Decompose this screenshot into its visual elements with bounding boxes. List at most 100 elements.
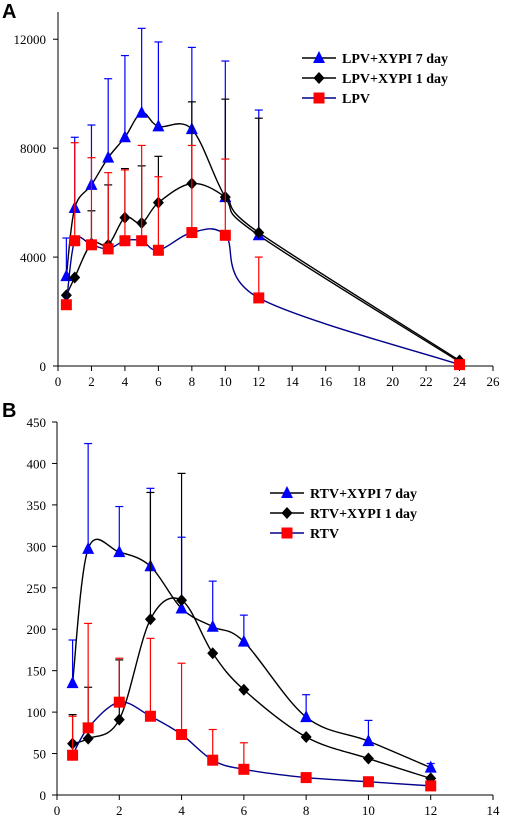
panel-a-x-tick-label: 8: [189, 374, 196, 389]
panel-b-series-3: [67, 622, 437, 792]
panel-b-x-tick-label: 0: [54, 803, 61, 818]
panel-a-legend-marker: [313, 92, 325, 104]
panel-b-data-point: [113, 713, 125, 726]
panel-b: B 0 50 100 150 200 250 300 350 400 450 0 2 4 6 8 10 12 14…: [2, 400, 500, 818]
panel-a-legend-label: LPV+XYPI 1 day: [342, 72, 448, 87]
panel-b-y-tick-label: 300: [27, 539, 47, 554]
panel-a-data-point: [219, 229, 231, 241]
panel-a-x-tick-label: 2: [88, 374, 95, 389]
panel-b-x-tick-label: 2: [116, 803, 123, 818]
panel-b-y-tick-label: 0: [40, 788, 47, 803]
panel-b-data-point: [113, 545, 126, 558]
panel-a-x-tick-label: 12: [252, 374, 265, 389]
panel-a-legend-marker: [313, 51, 325, 63]
panel-b-data-point: [362, 776, 374, 788]
panel-b-legend-marker: [281, 527, 293, 539]
panel-b-data-point: [175, 601, 188, 614]
panel-b-data-point: [238, 683, 250, 696]
panel-b-legend-marker: [281, 486, 293, 498]
panel-a-series-3: [60, 142, 466, 371]
panel-a-data-point: [135, 105, 148, 118]
panel-a-data-point: [102, 243, 114, 255]
panel-b-data-point: [82, 541, 95, 554]
panel-a-x-tick-label: 4: [122, 374, 129, 389]
panel-a-data-point: [60, 299, 72, 311]
panel-a-x-tick-label: 20: [386, 374, 399, 389]
panel-b-data-point: [82, 732, 94, 745]
panel-b-y-tick-label: 450: [27, 415, 47, 430]
panel-a-data-point: [253, 292, 265, 304]
panel-b-x-tick-label: 12: [424, 803, 437, 818]
panel-b-data-point: [206, 619, 219, 632]
panel-b-data-point: [362, 734, 375, 747]
panel-b-y-tick-label: 250: [27, 581, 47, 596]
panel-a-data-point: [85, 239, 97, 251]
panel-a-data-point: [60, 269, 73, 282]
panel-b-y-tick-label: 200: [27, 622, 47, 637]
panel-a-x-tick-label: 6: [155, 374, 162, 389]
panel-b-y-tick-label: 350: [27, 498, 47, 513]
panel-b-x-tick-label: 8: [303, 803, 310, 818]
panel-a-y-tick-label: 0: [40, 359, 47, 374]
panel-b-x-tick-label: 6: [241, 803, 248, 818]
panel-a-x-tick-label: 18: [353, 374, 366, 389]
panel-a-x-tick-label: 14: [286, 374, 300, 389]
panel-a-data-point: [454, 359, 466, 371]
panel-a-data-point: [136, 235, 148, 247]
panel-a-data-point: [69, 235, 81, 247]
panel-a-data-point: [186, 227, 198, 239]
panel-b-legend: RTV+XYPI 7 day RTV+XYPI 1 day RTV: [270, 486, 417, 542]
panel-a-legend-label: LPV+XYPI 7 day: [342, 52, 448, 67]
panel-a-data-point: [152, 244, 164, 256]
panel-b-data-point: [425, 780, 437, 792]
panel-a-data-point: [69, 271, 81, 284]
panel-a-x-tick-label: 0: [55, 374, 62, 389]
panel-b-data-point: [300, 772, 312, 784]
panel-b-legend-marker: [281, 507, 293, 519]
panel-b-legend-label: RTV+XYPI 7 day: [310, 487, 417, 502]
panel-a-letter: A: [2, 1, 16, 23]
panel-b-data-point: [176, 728, 188, 740]
panel-b-y-tick-label: 50: [33, 747, 46, 762]
panel-a-y-tick-label: 8000: [20, 141, 46, 156]
panel-b-y-tick-label: 100: [27, 705, 47, 720]
panel-b-data-point: [362, 752, 374, 765]
panel-b-y-tick-label: 150: [27, 664, 47, 679]
panel-a-y-tick-label: 12000: [14, 32, 47, 47]
panel-b-data-point: [300, 730, 312, 743]
panel-b-series-line: [71, 538, 431, 769]
panel-b-letter: B: [2, 400, 16, 422]
panel-b-data-point: [207, 754, 219, 766]
panel-a-y-tick-label: 4000: [20, 250, 46, 265]
panel-a-data-point: [102, 150, 115, 163]
panel-a-data-point: [119, 235, 131, 247]
panel-b-legend-label: RTV+XYPI 1 day: [310, 507, 417, 522]
panel-a-legend: LPV+XYPI 7 day LPV+XYPI 1 day LPV: [302, 51, 448, 107]
panel-b-data-point: [176, 594, 188, 607]
panel-b-x-tick-label: 4: [178, 803, 185, 818]
panel-b-series-line: [72, 597, 431, 780]
panel-b-series-line: [71, 701, 431, 787]
panel-b-data-point: [67, 749, 79, 761]
panel-b-data-point: [113, 696, 125, 708]
panel-a-data-point: [60, 289, 72, 302]
panel-b-legend-label: RTV: [310, 527, 339, 542]
panel-a-x-tick-label: 22: [420, 374, 433, 389]
panel-b-data-point: [66, 676, 79, 689]
panel-b-data-point: [144, 613, 156, 626]
panel-b-series-1: [66, 442, 437, 773]
panel-b-data-point: [237, 634, 250, 647]
panel-a-data-point: [253, 226, 265, 239]
panel-b-data-point: [238, 763, 250, 775]
panel-b-data-point: [300, 710, 313, 723]
panel-a-x-tick-label: 16: [319, 374, 333, 389]
panel-a-x-tick-label: 26: [487, 374, 501, 389]
panel-a-legend-marker: [313, 72, 325, 84]
panel-a-data-point: [118, 130, 131, 143]
panel-b-x-tick-label: 14: [487, 803, 501, 818]
panel-a-legend-label: LPV: [342, 92, 370, 107]
panel-b-y-tick-label: 400: [27, 456, 47, 471]
panel-b-x-tick-label: 10: [362, 803, 375, 818]
